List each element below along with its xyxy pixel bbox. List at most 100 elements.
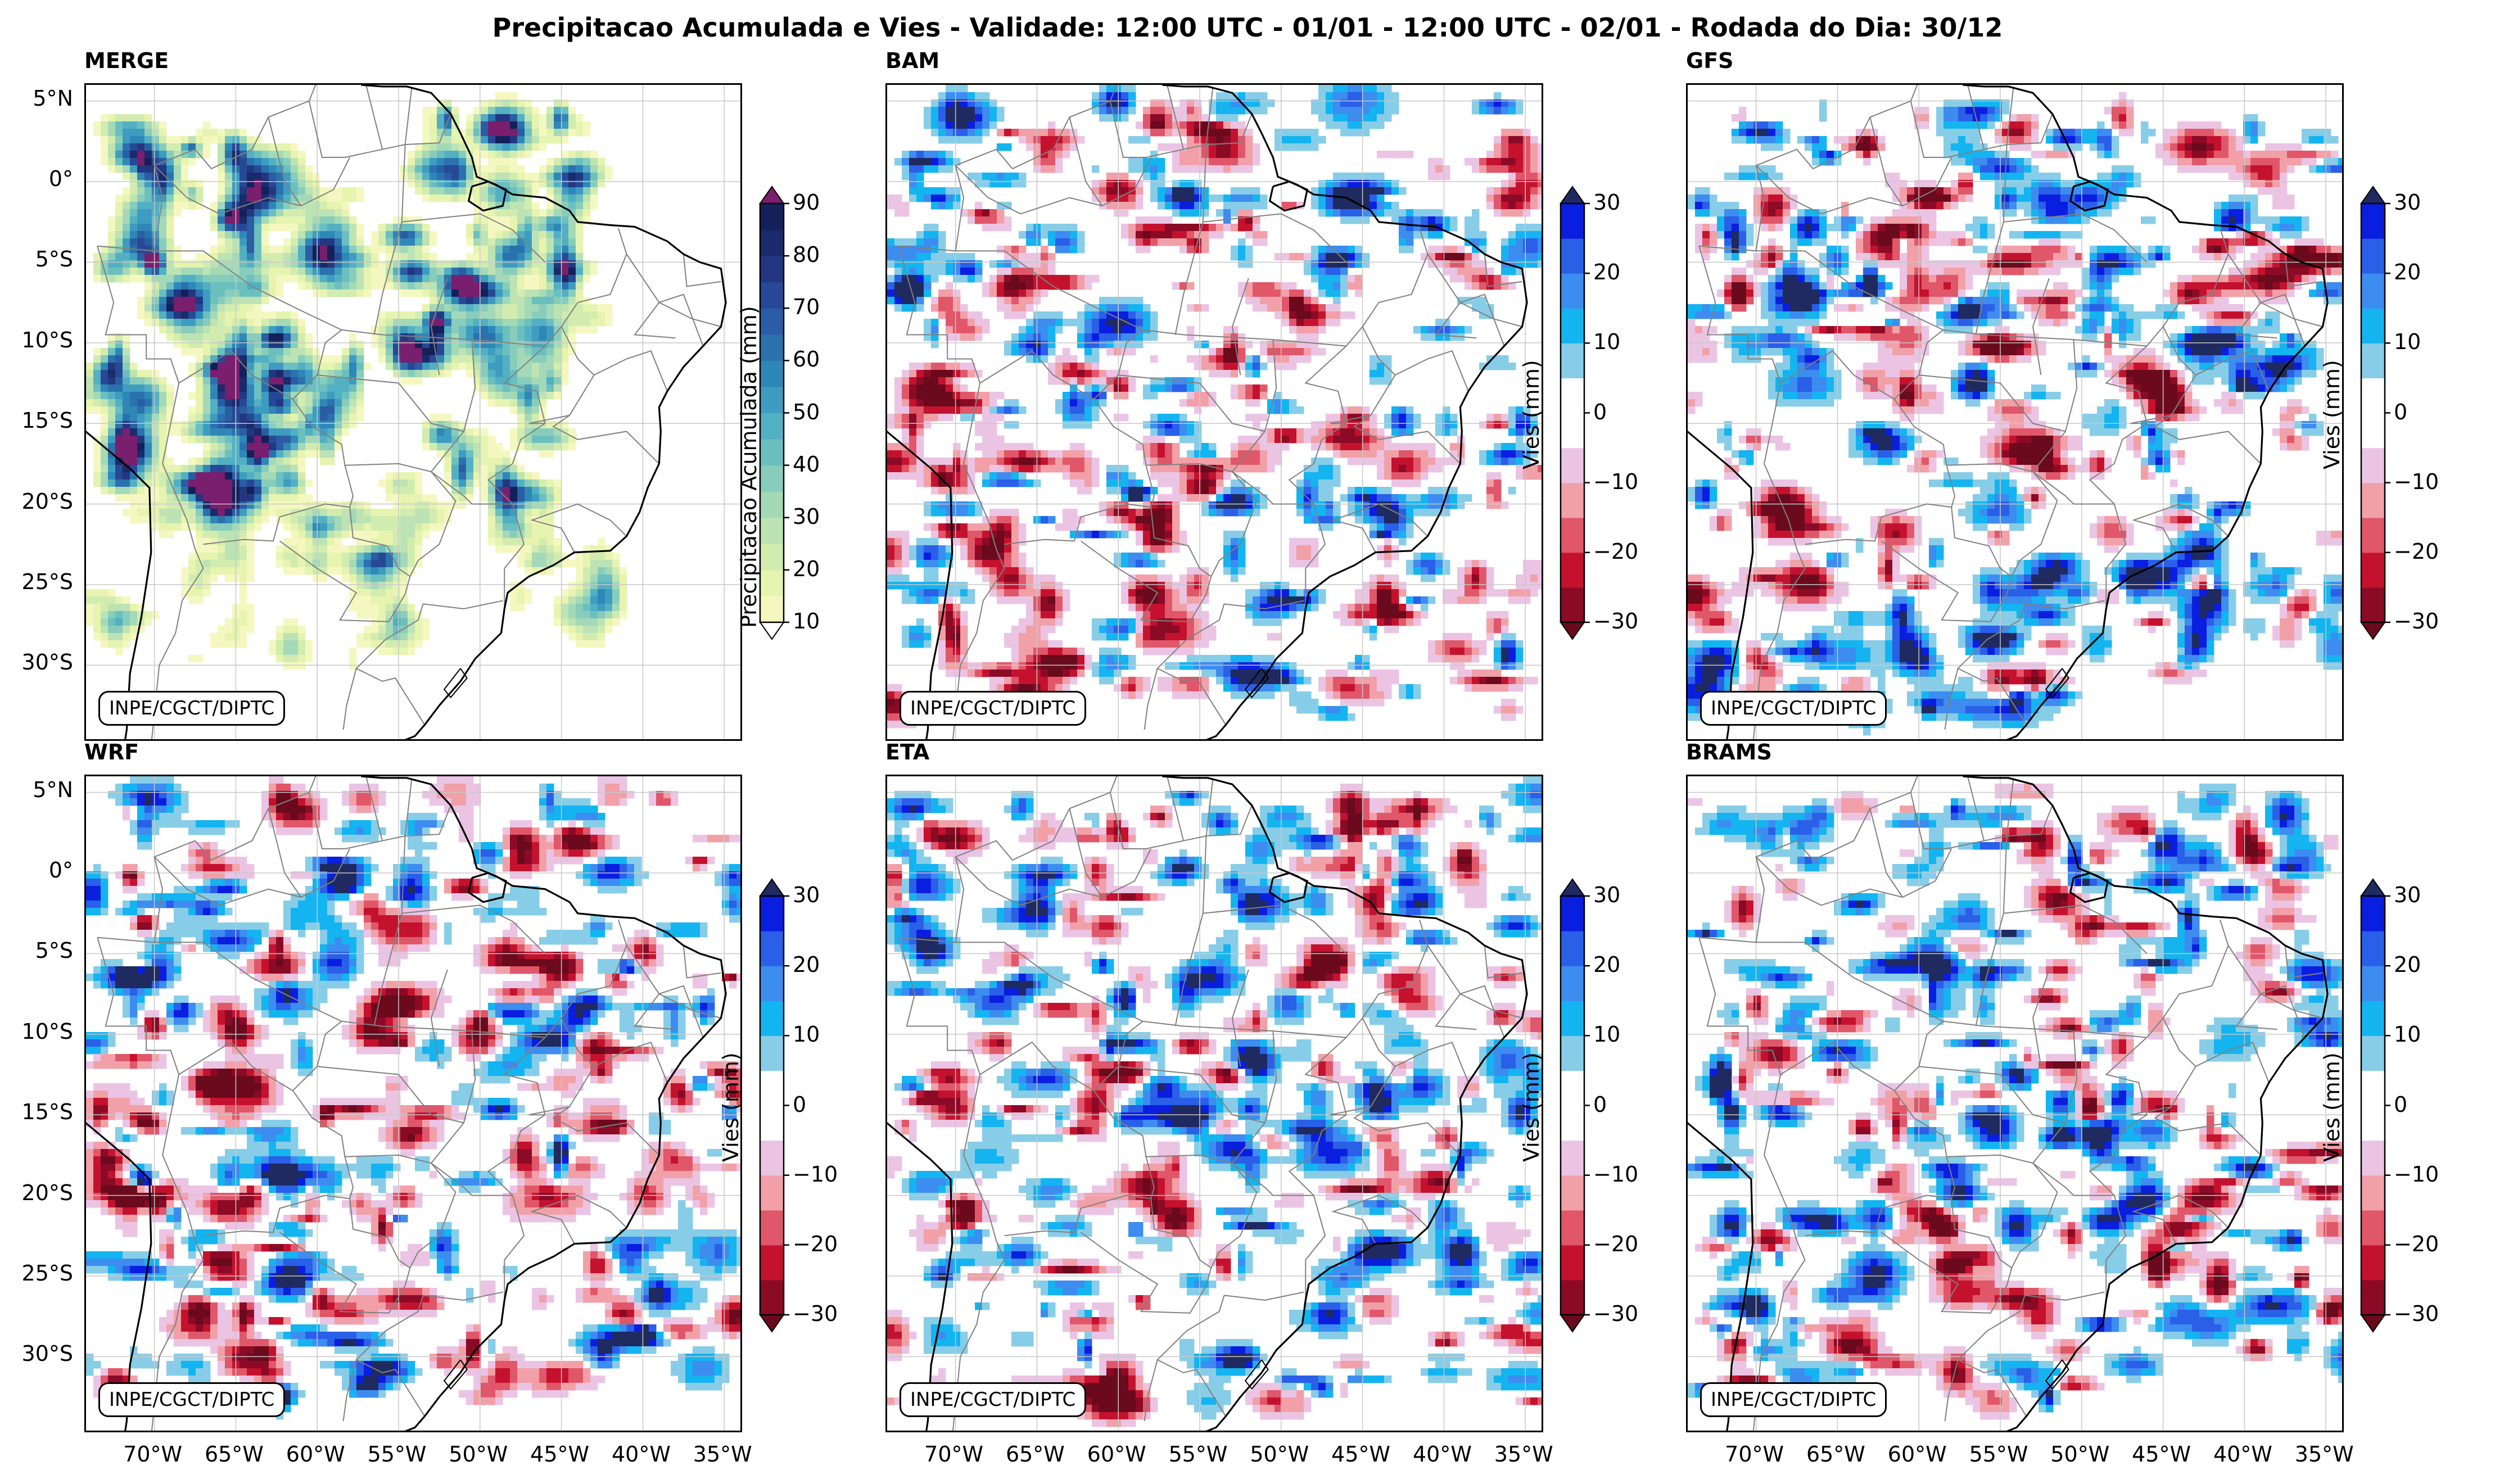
colorbar-segment [1561, 273, 1584, 309]
colorbar-segment [760, 334, 784, 361]
colorbar-segment [2361, 1035, 2385, 1071]
longitude-label: 40°W [2206, 1442, 2279, 1467]
colorbar-segment [760, 1210, 784, 1246]
colorbar-segment [2361, 896, 2385, 931]
latitude-label: 5°N [6, 86, 73, 111]
colorbar-tick-label: 0 [2394, 1092, 2407, 1117]
map-panel-merge: INPE/CGCT/DIPTC [84, 83, 742, 741]
colorbar-segment [760, 1105, 784, 1141]
colorbar-tick-label: 10 [1593, 1022, 1620, 1047]
colorbar-segment [760, 1175, 784, 1211]
colorbar-extend-max [2360, 878, 2386, 897]
colorbar-tick-label: −10 [1593, 1162, 1638, 1187]
colorbar-segment [1561, 482, 1584, 518]
credit-label: INPE/CGCT/DIPTC [1700, 1382, 1887, 1417]
graticule [86, 85, 740, 739]
colorbar-segment [1561, 517, 1584, 553]
colorbar-segment [1561, 1210, 1584, 1246]
longitude-label: 55°W [1962, 1442, 2035, 1467]
longitude-label: 40°W [604, 1442, 677, 1467]
colorbar-tick-label: 20 [793, 952, 820, 977]
colorbar-tick-label: 10 [2394, 329, 2421, 354]
colorbar-tick-label: −20 [1593, 1232, 1638, 1256]
colorbar-label: Vies (mm) [2320, 360, 2344, 469]
colorbar-tick-label: 90 [793, 190, 820, 215]
colorbar-tick-label: 70 [793, 295, 820, 319]
panel-title-gfs: GFS [1686, 48, 1734, 73]
longitude-label: 70°W [116, 1442, 189, 1467]
longitude-label: 35°W [686, 1442, 759, 1467]
bias-colorbar: 30 20 10 0 −10 −20 −30 Vies (mm) [1519, 186, 1638, 640]
colorbar-tick-label: 60 [793, 347, 820, 372]
precip-colorbar: 10 20 30 40 50 60 70 80 90 Precipitacao Acumulada… [736, 186, 820, 640]
colorbar-segment [1561, 966, 1584, 1001]
latitude-label: 20°S [6, 489, 73, 514]
field-layer [1688, 92, 2342, 736]
colorbar-segment [760, 386, 784, 414]
credit-label: INPE/CGCT/DIPTC [1700, 691, 1887, 726]
longitude-label: 45°W [2125, 1442, 2198, 1467]
graticule [1688, 776, 2342, 1431]
coastline [887, 85, 1528, 739]
colorbar-segment [2361, 1175, 2385, 1211]
panel-title-merge: MERGE [84, 48, 169, 73]
colorbar-extend-max [1560, 186, 1585, 204]
longitude-label: 60°W [279, 1442, 352, 1467]
graticule [1688, 85, 2342, 739]
colorbar-extend-min [2360, 1314, 2386, 1333]
longitude-label: 35°W [2288, 1442, 2361, 1467]
colorbar-segment [2361, 413, 2385, 449]
colorbar-segment [1561, 238, 1584, 274]
political-borders [1698, 776, 2323, 1431]
colorbar-tick-label: −10 [2394, 469, 2439, 494]
colorbar-tick-label: 20 [2394, 260, 2421, 284]
political-borders [898, 85, 1522, 739]
credit-label: INPE/CGCT/DIPTC [900, 1382, 1087, 1417]
colorbar-tick-label: 30 [2394, 883, 2421, 907]
colorbar-segment [1561, 413, 1584, 449]
colorbar-segment [1561, 931, 1584, 966]
bias-colorbar: 30 20 10 0 −10 −20 −30 Vies (mm) [2320, 878, 2439, 1333]
colorbar-segment [760, 966, 784, 1001]
colorbar-segment [1561, 1245, 1584, 1281]
colorbar-tick-label: 20 [793, 556, 820, 581]
latitude-label: 5°S [6, 247, 73, 272]
colorbar-segment [2361, 273, 2385, 309]
political-borders [898, 776, 1522, 1431]
colorbar-tick-label: 0 [2394, 400, 2407, 424]
map-canvas [887, 776, 1542, 1431]
credit-label: INPE/CGCT/DIPTC [900, 691, 1087, 726]
colorbar-segment [2361, 931, 2385, 966]
colorbar-tick-label: 30 [1593, 883, 1620, 907]
bias-colorbar: 30 20 10 0 −10 −20 −30 Vies (mm) [1519, 878, 1638, 1333]
colorbar-segment [760, 1001, 784, 1036]
colorbar-tick-label: −10 [793, 1162, 838, 1187]
colorbar-segment [2361, 552, 2385, 588]
colorbar-tick-label: 0 [1593, 400, 1607, 424]
latitude-label: 10°S [6, 328, 73, 352]
latitude-label: 25°S [6, 1261, 73, 1286]
colorbar-segment [2361, 1105, 2385, 1141]
colorbar-segment [1561, 1035, 1584, 1071]
colorbar-segment [1561, 378, 1584, 414]
latitude-label: 0° [6, 166, 73, 191]
graticule [887, 85, 1542, 739]
colorbar-tick-label: 10 [793, 1022, 820, 1047]
longitude-label: 35°W [1487, 1442, 1560, 1467]
colorbar-segment [2361, 482, 2385, 518]
colorbar-tick-label: −30 [2394, 609, 2439, 634]
colorbar-segment [2361, 447, 2385, 483]
colorbar-tick-label: −30 [2394, 1301, 2439, 1326]
colorbar-segment [1561, 1070, 1584, 1106]
colorbar-segment [760, 596, 784, 623]
longitude-label: 50°W [1243, 1442, 1316, 1467]
field-layer [887, 85, 1542, 729]
longitude-label: 45°W [523, 1442, 596, 1467]
colorbar-segment [760, 517, 784, 544]
colorbar-segment [1561, 203, 1584, 239]
colorbar-segment [760, 360, 784, 387]
map-panel-brams: INPE/CGCT/DIPTC [1686, 775, 2344, 1432]
longitude-label: 60°W [1080, 1442, 1153, 1467]
latitude-label: 15°S [6, 1100, 73, 1124]
panel-title-brams: BRAMS [1686, 740, 1772, 764]
